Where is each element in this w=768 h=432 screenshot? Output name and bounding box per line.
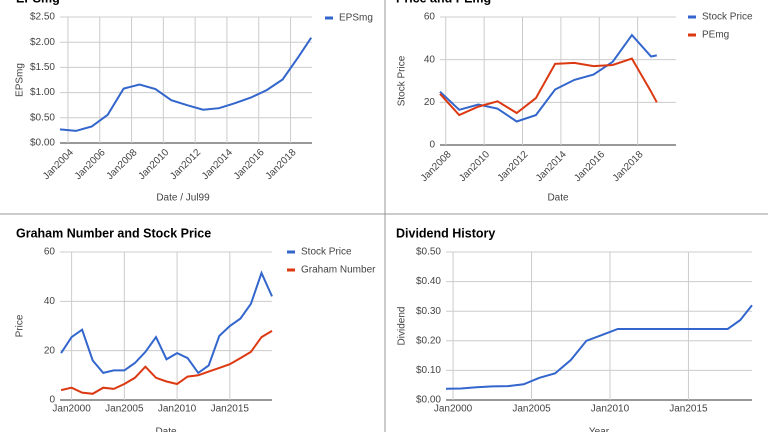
series-line bbox=[445, 304, 753, 390]
series-line bbox=[60, 270, 273, 375]
x-tick-label: Jan2018 bbox=[611, 149, 646, 184]
y-tick-label: 20 bbox=[44, 345, 56, 356]
series-line bbox=[59, 37, 313, 132]
x-axis-title: Date bbox=[155, 427, 177, 432]
x-tick-label: Jan2010 bbox=[591, 404, 630, 415]
x-tick-label: Jan2010 bbox=[136, 147, 171, 182]
x-tick-label: Jan2006 bbox=[73, 147, 108, 182]
y-axis-title: EPSmg bbox=[15, 63, 26, 97]
x-tick-label: Jan2012 bbox=[496, 149, 531, 184]
series-line bbox=[60, 330, 273, 395]
y-tick-label: 0 bbox=[429, 140, 435, 151]
x-tick-label: Jan2000 bbox=[52, 404, 91, 415]
y-tick-label: 40 bbox=[44, 296, 56, 307]
legend-label: EPSmg bbox=[339, 13, 373, 24]
x-tick-label: Jan2008 bbox=[105, 147, 140, 182]
x-tick-label: Jan2014 bbox=[200, 147, 235, 182]
x-tick-label: Jan2010 bbox=[457, 149, 492, 184]
y-tick-label: $1.00 bbox=[30, 87, 55, 98]
legend-label: Stock Price bbox=[301, 247, 352, 258]
x-tick-label: Jan2005 bbox=[512, 404, 551, 415]
y-tick-label: $0.00 bbox=[30, 138, 55, 149]
x-axis-title: Year bbox=[589, 427, 610, 432]
y-tick-label: 60 bbox=[44, 247, 56, 258]
chart-title: EPSmg bbox=[16, 0, 60, 5]
x-tick-label: Jan2004 bbox=[41, 147, 76, 182]
x-tick-label: Jan2008 bbox=[419, 149, 454, 184]
chart-title: Graham Number and Stock Price bbox=[16, 226, 211, 240]
x-tick-label: Jan2010 bbox=[158, 404, 197, 415]
y-tick-label: 20 bbox=[424, 97, 436, 108]
x-tick-label: Jan2016 bbox=[232, 147, 267, 182]
y-tick-label: $0.20 bbox=[416, 335, 441, 346]
y-tick-label: $0.00 bbox=[416, 395, 441, 406]
chart-title: Dividend History bbox=[396, 226, 495, 240]
x-tick-label: Jan2012 bbox=[168, 147, 203, 182]
y-tick-label: 0 bbox=[49, 395, 55, 406]
y-axis-title: Dividend bbox=[397, 307, 408, 346]
legend-label: Stock Price bbox=[702, 12, 753, 23]
x-tick-label: Jan2015 bbox=[669, 404, 708, 415]
legend-label: Graham Number bbox=[301, 265, 376, 276]
x-tick-label: Jan2000 bbox=[434, 404, 473, 415]
y-tick-label: 40 bbox=[424, 54, 436, 65]
y-axis-title: Price bbox=[15, 314, 26, 337]
y-tick-label: $1.50 bbox=[30, 62, 55, 73]
series-line bbox=[439, 33, 657, 123]
y-axis-title: Stock Price bbox=[397, 55, 408, 106]
series-line bbox=[439, 57, 658, 117]
y-tick-label: $0.40 bbox=[416, 276, 441, 287]
x-tick-label: Jan2016 bbox=[572, 149, 607, 184]
y-tick-label: 60 bbox=[424, 12, 436, 23]
x-tick-label: Jan2015 bbox=[211, 404, 250, 415]
x-tick-label: Jan2005 bbox=[105, 404, 144, 415]
y-tick-label: $2.50 bbox=[30, 12, 55, 23]
x-tick-label: Jan2018 bbox=[264, 147, 299, 182]
y-tick-label: $0.50 bbox=[416, 247, 441, 258]
x-axis-title: Date / Jul99 bbox=[156, 193, 210, 204]
x-tick-label: Jan2014 bbox=[534, 149, 569, 184]
chart-title: Price and PEmg bbox=[396, 0, 491, 5]
y-tick-label: $2.00 bbox=[30, 37, 55, 48]
y-tick-label: $0.50 bbox=[30, 112, 55, 123]
y-tick-label: $0.30 bbox=[416, 306, 441, 317]
x-axis-title: Date bbox=[547, 193, 569, 204]
legend-label: PEmg bbox=[702, 30, 729, 41]
y-tick-label: $0.10 bbox=[416, 365, 441, 376]
